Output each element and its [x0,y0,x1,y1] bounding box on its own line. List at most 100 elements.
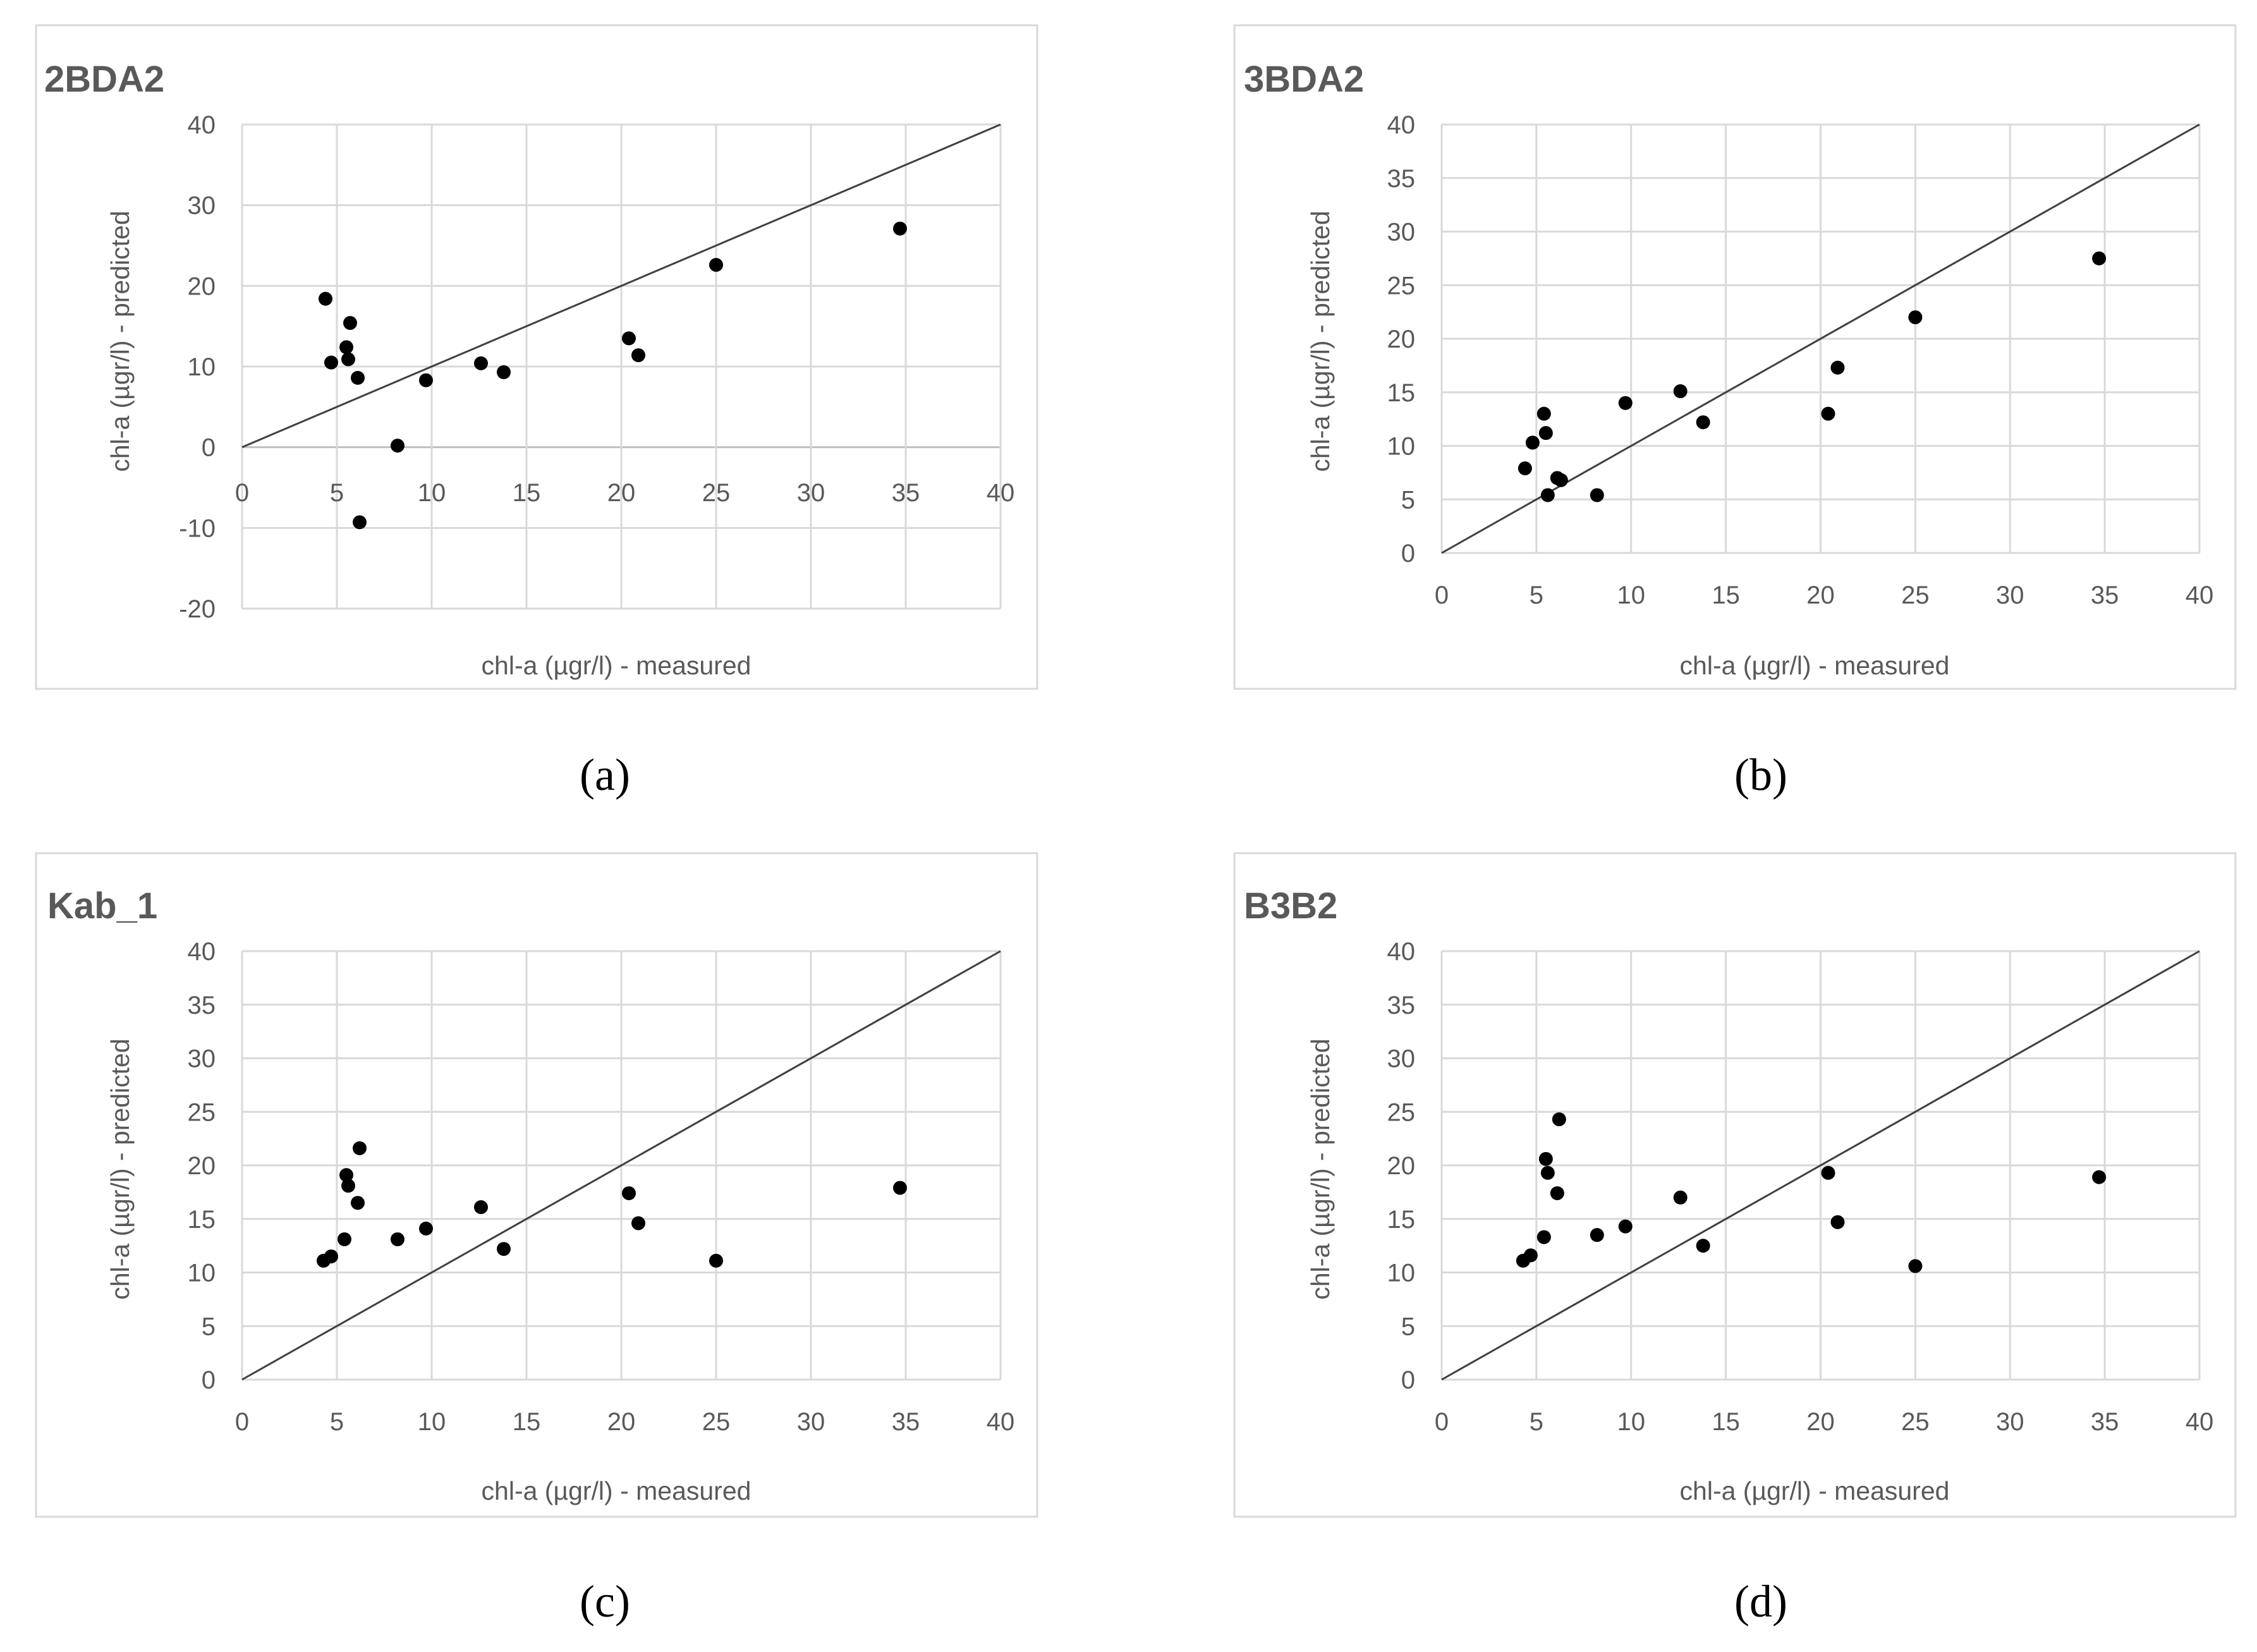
panel-c-y-tick-label: 40 [188,938,216,966]
panel-a-x-tick-label: 0 [235,479,249,507]
panel-d-data-point [1523,1248,1538,1263]
panel-d-data-point [1536,1230,1551,1244]
panel-c-y-tick-label: 30 [188,1045,216,1073]
panel-d-x-tick-label: 40 [2186,1408,2214,1436]
panel-d-data-point [1908,1259,1923,1273]
panel-a-y-tick-label: 10 [188,353,216,381]
panel-c-y-tick-label: 5 [202,1313,216,1340]
panel-c-data-point [353,1141,367,1155]
panel-d: B3B2 0 5 10 15 20 25 30 35 40 0 5 10 15 20 25 30 35 40 ch… [1233,852,2237,1627]
panel-b-caption: (b) [1734,750,1787,800]
panel-a-x-tick-label: 30 [797,479,825,507]
panel-a-data-point [343,316,357,331]
panel-d-y-tick-label: 0 [1401,1366,1415,1394]
panel-a-y-axis-label: chl-a (µgr/l) - predicted [106,210,135,471]
panel-a-data-point [324,355,338,370]
panel-b-x-tick-label: 0 [1435,581,1449,609]
panel-d-x-tick-label: 5 [1530,1408,1543,1436]
panel-b-x-tick-label: 25 [1901,581,1930,609]
panel-a-data-point [497,365,511,379]
panel-c-y-tick-label: 20 [188,1152,216,1180]
panel-c-x-tick-label: 20 [607,1408,636,1436]
panel-c-x-tick-label: 15 [513,1408,541,1436]
panel-d-y-axis-label: chl-a (µgr/l) - predicted [1306,1038,1335,1299]
panel-b-x-tick-label: 35 [2091,581,2119,609]
panel-c-y-tick-label: 10 [188,1260,216,1287]
panel-a-data-point [353,515,367,530]
panel-b-y-tick-label: 20 [1387,325,1416,353]
panel-d-data-point [1821,1165,1835,1180]
panel-c-title: Kab_1 [47,885,157,926]
panel-b-x-tick-label: 10 [1617,581,1646,609]
panel-a-data-point [351,370,365,385]
panel-c-data-point [631,1216,645,1230]
panel-c-data-point [391,1232,405,1246]
panel-d-data-point [1550,1186,1564,1201]
panel-b-title: 3BDA2 [1244,59,1364,100]
panel-b-data-point [1821,406,1835,421]
panel-c-x-tick-label: 25 [702,1408,731,1436]
panel-d-data-point [1618,1219,1633,1234]
panel-c-data-point [351,1196,365,1210]
panel-d-data-point [1552,1112,1566,1127]
panel-c-x-axis-label: chl-a (µgr/l) - measured [482,1476,751,1505]
panel-a-y-tick-label: -20 [179,595,216,623]
panel-c-data-point [474,1200,488,1215]
panel-a-y-tick-label: -10 [179,514,216,542]
panel-a: 2BDA2 -20 -10 0 10 20 30 40 0 5 10 15 20 25 30 35 40 ch… [35,24,1038,800]
panel-a-one-to-one-line [241,123,1001,449]
panel-a-y-tick-label: 40 [188,111,216,139]
panel-a-data-point [709,258,723,272]
panel-b-data-point [1554,473,1568,487]
panel-d-x-tick-label: 15 [1712,1408,1740,1436]
panel-d-data-point [2092,1170,2107,1184]
panel-c-data-point [324,1249,338,1264]
panel-b-data-point [2092,251,2107,265]
panel-c-data-point [338,1232,351,1246]
panel-b-y-tick-label: 0 [1401,540,1415,568]
panel-b-y-tick-label: 30 [1387,219,1416,246]
panel-d-data-point [1830,1215,1845,1229]
panel-c-data-point [419,1222,433,1236]
panel-c-x-tick-label: 30 [797,1408,825,1436]
panel-d-data-point [1538,1151,1553,1166]
panel-c-caption: (c) [580,1576,630,1627]
panel-a-y-tick-label: 20 [188,272,216,300]
panel-a-x-tick-label: 10 [418,479,446,507]
panel-b-data-point [1696,415,1710,430]
panel-b-frame [1233,24,2237,690]
panel-d-x-tick-label: 30 [1996,1408,2024,1436]
panel-c-data-point [622,1186,636,1201]
panel-b-data-point [1536,406,1551,421]
panel-c-x-tick-label: 0 [235,1408,249,1436]
panel-a-x-tick-label: 35 [892,479,920,507]
panel-c-y-tick-label: 35 [188,992,216,1019]
panel-d-x-axis-label: chl-a (µgr/l) - measured [1680,1476,1950,1505]
panel-a-y-tick-label: 30 [188,192,216,220]
panel-b-y-tick-label: 5 [1401,486,1415,514]
panel-c-data-point [341,1179,355,1193]
panel-b-one-to-one-line [1441,123,2200,554]
panel-c-x-tick-label: 10 [418,1408,446,1436]
panel-a-data-point [631,348,645,363]
panel-b-x-tick-label: 40 [2186,581,2214,609]
panel-a-x-tick-label: 25 [702,479,731,507]
panel-d-y-tick-label: 5 [1401,1313,1415,1340]
panel-b-data-point [1590,488,1604,502]
panel-a-x-tick-label: 5 [330,479,344,507]
panel-b-data-point [1830,360,1845,375]
panel-a-frame [35,24,1038,690]
panel-a-data-point [622,331,636,346]
panel-c-y-tick-label: 25 [188,1098,216,1126]
panel-d-caption: (d) [1734,1576,1787,1627]
panel-b-x-tick-label: 15 [1712,581,1740,609]
panel-d-x-tick-label: 10 [1617,1408,1646,1436]
panel-d-y-tick-label: 15 [1387,1206,1416,1234]
panel-d-data-point [1540,1165,1555,1180]
panel-d-one-to-one-line [1441,950,2200,1381]
panel-d-title: B3B2 [1244,885,1337,926]
panel-b-x-tick-label: 5 [1530,581,1543,609]
panel-b-y-tick-label: 25 [1387,272,1416,300]
panel-d-data-point [1696,1239,1710,1253]
